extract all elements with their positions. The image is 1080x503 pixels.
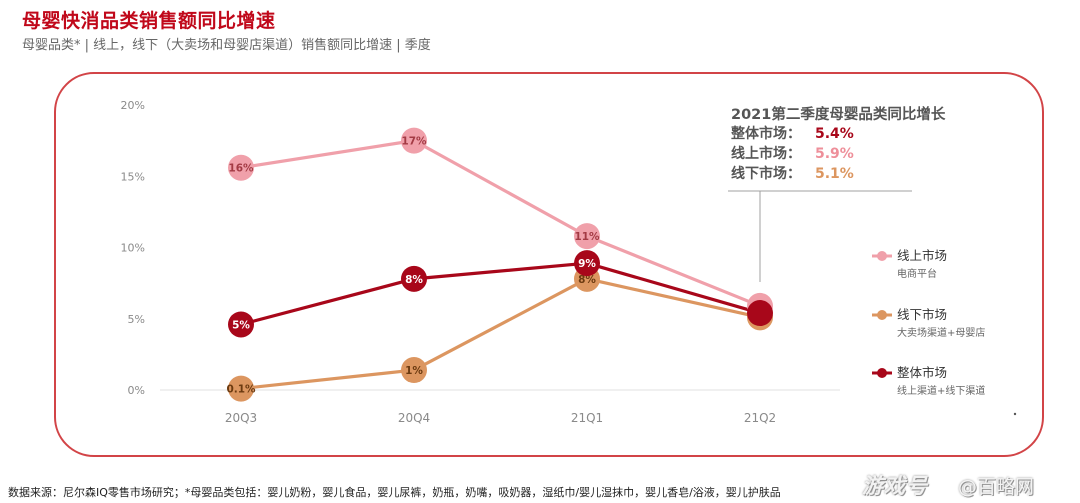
data-point-online	[401, 127, 427, 154]
legend-marker-offline	[877, 310, 887, 320]
series-line-offline	[240, 277, 761, 391]
y-tick-label: 5%	[128, 313, 145, 326]
watermark-brand: 游戏号	[862, 474, 928, 498]
data-label-online: 11%	[574, 231, 600, 243]
data-point-online	[574, 223, 600, 250]
data-point-overall	[401, 265, 427, 292]
data-label-offline: 1%	[405, 365, 423, 377]
series-line-online	[240, 139, 761, 308]
x-tick-label: 20Q3	[225, 411, 257, 425]
legend-label-online: 线上市场	[897, 248, 947, 263]
data-label-overall: 5%	[232, 319, 250, 331]
data-point-online	[228, 154, 254, 181]
annotation-label: 线下市场：	[731, 165, 801, 182]
data-label-online: 16%	[228, 163, 254, 175]
series-line-overall	[240, 261, 761, 326]
page-title: 母婴快消品类销售额同比增速	[22, 10, 276, 32]
page-subtitle: 母婴品类* | 线上，线下（大卖场和母婴店渠道）销售额同比增速 | 季度	[22, 38, 431, 53]
annotation-value: 5.1%	[815, 166, 854, 182]
annotation-value: 5.4%	[815, 126, 854, 142]
data-label-overall: 8%	[405, 274, 423, 286]
legend-sub-offline: 大卖场渠道+母婴店	[897, 326, 985, 339]
decorative-dot	[1013, 412, 1017, 416]
data-point-overall	[574, 250, 600, 277]
data-label-offline: 0.1%	[226, 384, 256, 396]
x-tick-label: 21Q1	[571, 411, 603, 425]
legend-sub-online: 电商平台	[897, 267, 937, 280]
y-tick-label: 0%	[128, 384, 145, 397]
y-tick-label: 15%	[121, 170, 145, 183]
x-tick-label: 20Q4	[398, 411, 430, 425]
legend-marker-online	[877, 251, 887, 261]
data-label-offline: 8%	[578, 274, 596, 286]
watermark-site: @百略网	[958, 476, 1035, 498]
data-point-overall	[228, 311, 254, 338]
data-point-offline	[401, 357, 427, 384]
annotation-value: 5.9%	[815, 146, 854, 162]
x-tick-label: 21Q2	[744, 411, 776, 425]
data-point-overall	[747, 300, 773, 327]
data-point-offline	[228, 375, 254, 402]
legend-label-overall: 整体市场	[897, 365, 947, 380]
chart-panel	[54, 72, 1044, 457]
data-label-overall: 9%	[578, 258, 596, 270]
annotation-label: 整体市场：	[730, 125, 801, 142]
data-label-online: 17%	[401, 136, 427, 148]
data-source-note: 数据来源：尼尔森IQ零售市场研究；*母婴品类包括：婴儿奶粉，婴儿食品，婴儿尿裤，…	[8, 486, 781, 499]
annotation-title: 2021第二季度母婴品类同比增长	[731, 105, 946, 123]
legend-marker-overall	[877, 368, 887, 378]
legend-sub-overall: 线上渠道+线下渠道	[897, 384, 985, 397]
annotation-label: 线上市场：	[731, 145, 801, 162]
legend-label-offline: 线下市场	[897, 307, 947, 322]
y-tick-label: 20%	[121, 99, 145, 112]
y-tick-label: 10%	[121, 242, 145, 255]
